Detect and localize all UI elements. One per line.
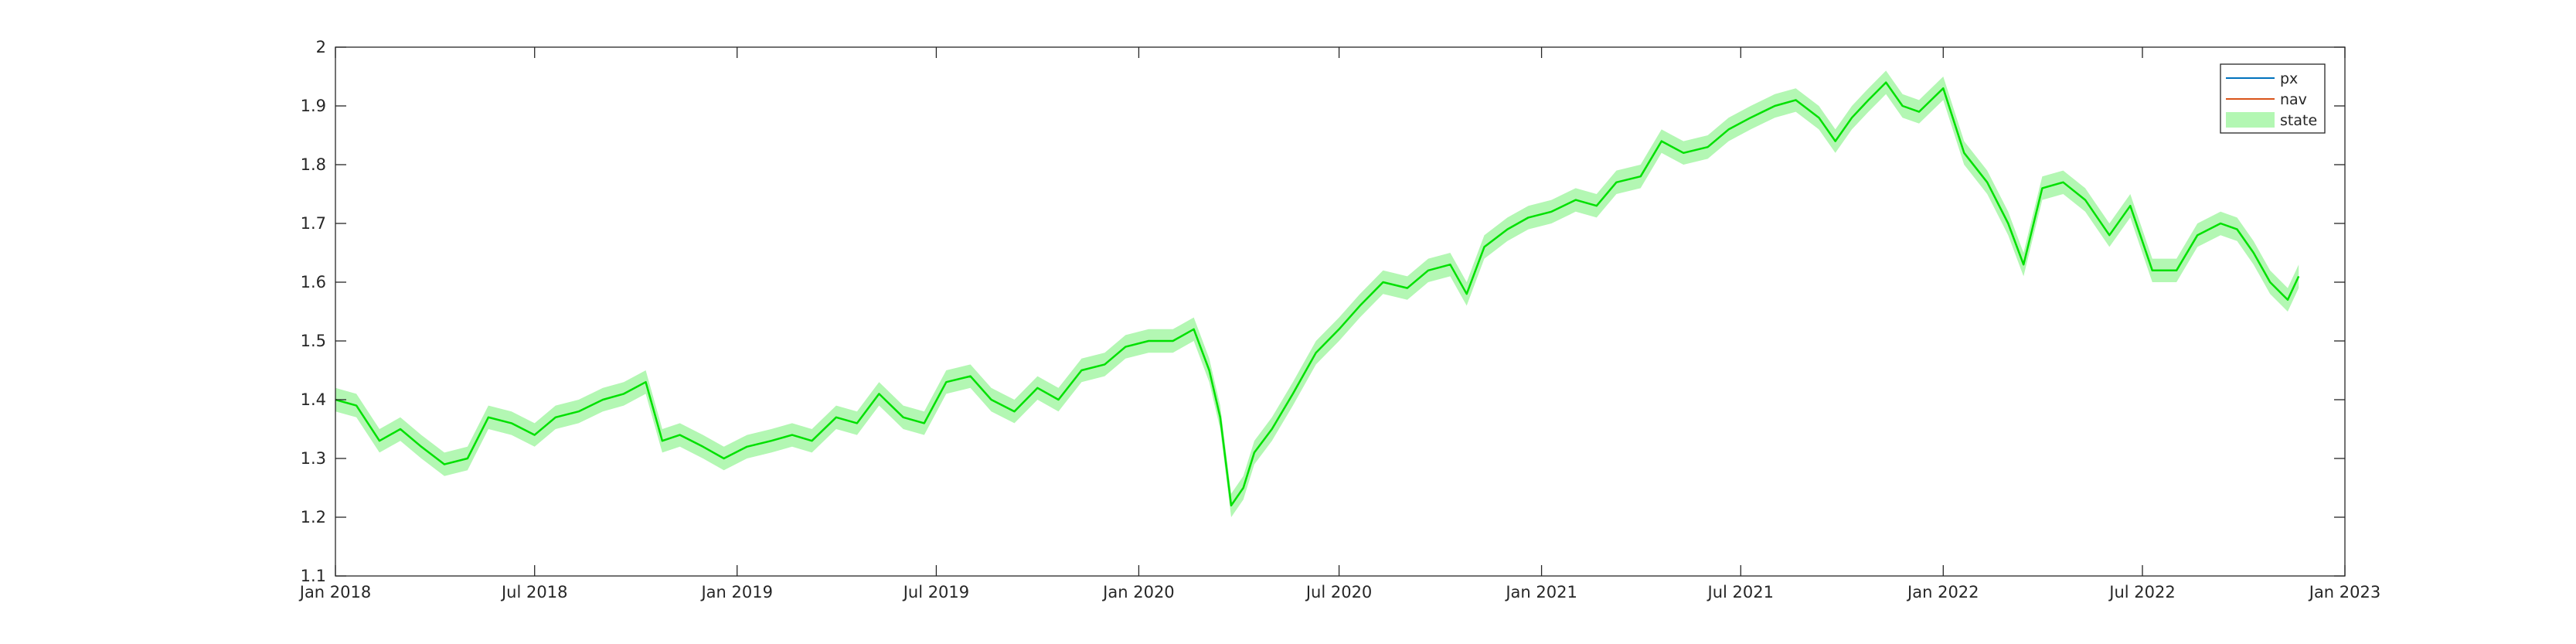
x-axis: Jan 2018 Jul 2018 Jan 2019 Jul 2019 Jan 2020… <box>298 47 2381 601</box>
legend-px-label: px <box>2280 70 2298 87</box>
x-tick-label: Jul 2022 <box>2108 583 2175 601</box>
y-tick-label: 2 <box>316 38 326 56</box>
legend-state-label: state <box>2280 112 2317 129</box>
y-tick-label: 1.8 <box>301 155 326 174</box>
y-tick-label: 1.3 <box>301 449 326 468</box>
x-tick-label: Jul 2021 <box>1707 583 1774 601</box>
x-tick-label: Jan 2020 <box>1101 583 1175 601</box>
y-tick-label: 1.5 <box>301 332 326 350</box>
x-tick-label: Jul 2018 <box>500 583 567 601</box>
x-tick-label: Jul 2019 <box>902 583 969 601</box>
y-tick-label: 1.9 <box>301 97 326 115</box>
plot-axes-box <box>335 46 2346 577</box>
y-axis: 1.1 1.2 1.3 1.4 1.5 1.6 1.7 1.8 1.9 2 <box>301 38 2345 585</box>
legend-state-swatch <box>2226 112 2275 128</box>
legend: px nav state <box>2220 63 2326 134</box>
x-tick-label: Jul 2020 <box>1305 583 1372 601</box>
x-tick-label: Jan 2021 <box>1504 583 1577 601</box>
y-tick-label: 1.7 <box>301 214 326 233</box>
y-tick-label: 1.2 <box>301 508 326 526</box>
y-tick-label: 1.6 <box>301 273 326 291</box>
x-tick-label: Jan 2022 <box>1906 583 1979 601</box>
legend-nav-label: nav <box>2280 91 2307 108</box>
y-tick-label: 1.1 <box>301 567 326 585</box>
x-tick-label: Jan 2018 <box>298 583 372 601</box>
state-series-line <box>335 81 2300 507</box>
x-tick-label: Jan 2019 <box>699 583 773 601</box>
plot-background <box>335 47 2345 576</box>
x-tick-label: Jan 2023 <box>2308 583 2381 601</box>
y-tick-label: 1.4 <box>301 390 326 409</box>
